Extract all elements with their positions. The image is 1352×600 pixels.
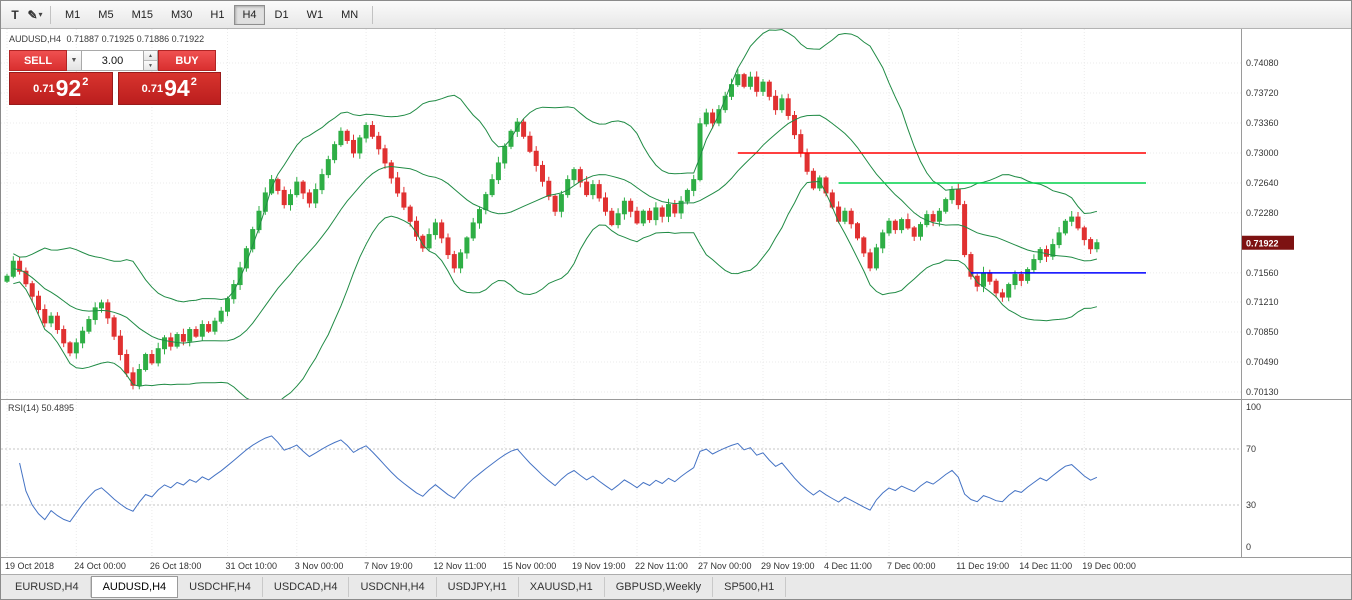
rsi-tick-label: 30 [1246, 500, 1256, 510]
time-tick-label: 12 Nov 11:00 [433, 561, 487, 571]
sell-button[interactable]: SELL [9, 50, 67, 71]
chart-ohlc-values: 0.71887 0.71925 0.71886 0.71922 [66, 34, 205, 44]
time-tick-label: 26 Oct 18:00 [149, 561, 202, 571]
price-tick-label: 0.71210 [1246, 297, 1279, 307]
price-tick-label: 0.73720 [1246, 88, 1279, 98]
toolbar-separator [372, 5, 374, 24]
chart-ohlc-header: AUDUSD,H4 0.71887 0.71925 0.71886 0.7192… [9, 34, 207, 44]
timeframe-button-m30[interactable]: M30 [170, 8, 193, 21]
text-label-glyph: T [11, 7, 19, 22]
price-tick-label: 0.74080 [1246, 58, 1279, 68]
candles-layer [4, 68, 1100, 390]
volume-stepper[interactable]: ▲ ▼ [144, 50, 158, 71]
time-tick-label: 29 Nov 19:00 [761, 561, 815, 571]
bid-price-prefix: 0.71 [33, 82, 55, 95]
chart-tab-usdjpy[interactable]: USDJPY,H1 [437, 577, 519, 597]
price-tick-label: 0.70490 [1246, 357, 1279, 367]
buy-button[interactable]: BUY [158, 50, 216, 71]
timeframe-button-m1[interactable]: M1 [65, 8, 81, 21]
chart-tab-usdchf[interactable]: USDCHF,H4 [178, 577, 263, 597]
timeframe-button-mn[interactable]: MN [341, 8, 359, 21]
chart-tab-gbpusd[interactable]: GBPUSD,Weekly [605, 577, 714, 597]
timeframe-button-m15[interactable]: M15 [131, 8, 153, 21]
chart-symbol-label: AUDUSD,H4 [9, 34, 62, 44]
drawing-tool-glyph: ✎ [27, 7, 38, 22]
chart-tab-usdcad[interactable]: USDCAD,H4 [263, 577, 350, 597]
time-tick-label: 27 Nov 00:00 [698, 561, 752, 571]
bollinger-bands [13, 29, 1098, 399]
time-tick-label: 3 Nov 00:00 [294, 561, 344, 571]
timeframe-button-m5[interactable]: M5 [98, 8, 114, 21]
rsi-tick-label: 100 [1246, 402, 1261, 412]
toolbar-separator [50, 5, 51, 24]
timeframe-button-h4[interactable]: H4 [234, 4, 265, 25]
price-tick-label: 0.70850 [1246, 327, 1279, 337]
timeframe-button-w1[interactable]: W1 [306, 8, 324, 21]
bid-price-box[interactable]: 0.71 92 2 [9, 72, 113, 105]
time-tick-label: 19 Oct 2018 [5, 561, 55, 571]
chart-tab-usdcnh[interactable]: USDCNH,H4 [349, 577, 437, 597]
bid-price-big: 92 [55, 75, 82, 101]
chart-tabs-bar: EURUSD,H4 AUDUSD,H4 USDCHF,H4 USDCAD,H4 USDC… [1, 574, 1351, 599]
timeframe-button-h1[interactable]: H1 [210, 8, 225, 21]
bid-price-sup: 2 [82, 75, 89, 88]
price-chart-pane[interactable]: 0.74080 0.73720 0.73360 0.73000 0.72640 0.722… [1, 29, 1351, 399]
svg-text:0.71922: 0.71922 [1246, 239, 1279, 249]
one-click-trade-panel: SELL ▼ ▲ ▼ BUY 0.71 92 2 0.71 94 2 [9, 50, 221, 105]
timeframe-toolbar: M1 M5 M15 M30 H1 H4 D1 W1 MN [56, 4, 367, 25]
time-tick-label: 4 Dec 11:00 [824, 561, 872, 571]
price-tick-label: 0.70130 [1246, 387, 1279, 397]
time-tick-label: 7 Nov 19:00 [364, 561, 413, 571]
volume-input[interactable] [82, 50, 144, 71]
price-tick-label: 0.73360 [1246, 118, 1279, 128]
time-tick-label: 14 Dec 11:00 [1019, 561, 1073, 571]
rsi-pane[interactable]: 100 70 30 0 RSI(14) 50.4895 [1, 399, 1351, 557]
rsi-chart-svg[interactable]: 100 70 30 0 [1, 399, 1351, 557]
time-axis[interactable]: 19 Oct 2018 24 Oct 00:00 26 Oct 18:00 31 Oc… [1, 557, 1351, 574]
ask-price-big: 94 [164, 75, 190, 101]
rsi-line [19, 435, 1098, 523]
rsi-header: RSI(14) 50.4895 [8, 403, 75, 413]
volume-dropdown-button[interactable]: ▼ [67, 50, 82, 71]
timeframe-button-d1[interactable]: D1 [274, 8, 289, 21]
drawing-tool-icon[interactable]: ✎ ▾ [25, 5, 45, 25]
rsi-tick-label: 70 [1246, 444, 1256, 454]
time-tick-label: 22 Nov 11:00 [635, 561, 688, 571]
time-tick-label: 7 Dec 00:00 [887, 561, 936, 571]
chart-tab-xauusd[interactable]: XAUUSD,H1 [519, 577, 605, 597]
price-tick-label: 0.73000 [1246, 148, 1279, 158]
ask-price-box[interactable]: 0.71 94 2 [117, 72, 221, 105]
time-tick-label: 19 Dec 00:00 [1082, 561, 1136, 571]
price-chart-svg[interactable]: 0.74080 0.73720 0.73360 0.73000 0.72640 0.722… [1, 29, 1351, 399]
time-tick-label: 15 Nov 00:00 [502, 561, 557, 571]
top-toolbar: T ✎ ▾ M1 M5 M15 M30 H1 H4 D1 W1 MN [1, 1, 1351, 29]
time-tick-label: 11 Dec 19:00 [956, 561, 1010, 571]
price-tick-label: 0.71560 [1246, 268, 1279, 278]
time-tick-label: 24 Oct 00:00 [74, 561, 126, 571]
price-axis[interactable]: 0.74080 0.73720 0.73360 0.73000 0.72640 0.722… [1241, 29, 1295, 399]
text-label-icon[interactable]: T [5, 5, 25, 25]
time-tick-label: 19 Nov 19:00 [572, 561, 626, 571]
chart-tab-eurusd[interactable]: EURUSD,H4 [4, 577, 91, 597]
dropdown-arrow-icon: ▾ [38, 10, 43, 19]
volume-step-down-icon[interactable]: ▼ [144, 61, 157, 70]
price-tick-label: 0.72280 [1246, 208, 1279, 218]
time-tick-label: 31 Oct 10:00 [225, 561, 278, 571]
price-tick-label: 0.72640 [1246, 178, 1279, 188]
ask-price-prefix: 0.71 [141, 82, 164, 95]
volume-step-up-icon[interactable]: ▲ [144, 51, 157, 61]
ask-price-sup: 2 [190, 75, 197, 88]
rsi-tick-label: 0 [1246, 542, 1251, 552]
current-price-badge: 0.71922 [1242, 235, 1294, 250]
chart-tab-audusd[interactable]: AUDUSD,H4 [90, 576, 179, 598]
chart-tab-sp500[interactable]: SP500,H1 [713, 577, 787, 597]
